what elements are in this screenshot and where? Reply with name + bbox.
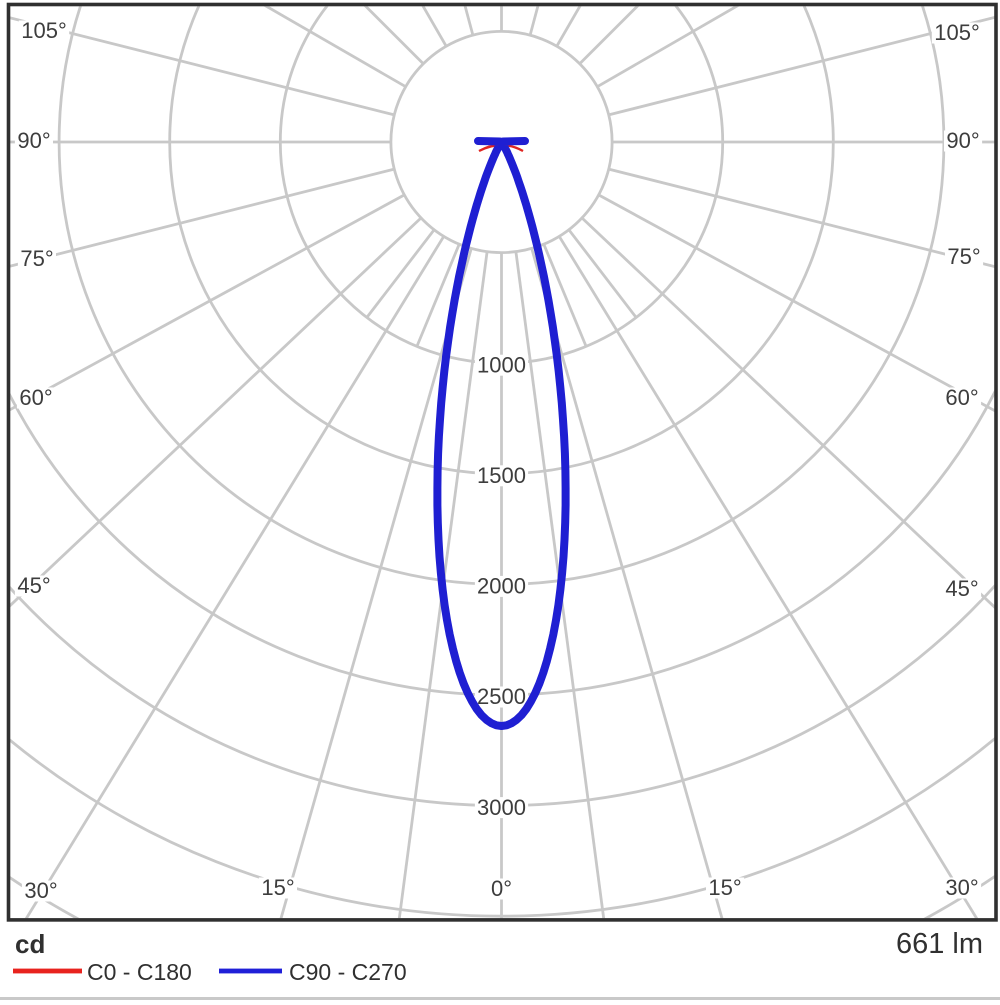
svg-text:C0 - C180: C0 - C180 — [87, 959, 192, 985]
svg-text:cd: cd — [15, 929, 45, 959]
svg-text:0°: 0° — [491, 876, 512, 901]
svg-text:60°: 60° — [19, 385, 52, 410]
svg-text:90°: 90° — [17, 128, 50, 153]
svg-text:105°: 105° — [21, 18, 67, 43]
svg-text:15°: 15° — [708, 875, 741, 900]
svg-text:2500: 2500 — [477, 684, 526, 709]
svg-text:105°: 105° — [934, 20, 980, 45]
svg-text:90°: 90° — [946, 128, 979, 153]
svg-text:75°: 75° — [947, 244, 980, 269]
svg-text:45°: 45° — [945, 576, 978, 601]
svg-text:1000: 1000 — [477, 352, 526, 377]
svg-text:60°: 60° — [945, 385, 978, 410]
svg-text:30°: 30° — [24, 878, 57, 903]
svg-text:45°: 45° — [17, 573, 50, 598]
svg-text:661 lm: 661 lm — [896, 928, 983, 960]
svg-text:1500: 1500 — [477, 463, 526, 488]
svg-text:3000: 3000 — [477, 795, 526, 820]
svg-text:75°: 75° — [20, 246, 53, 271]
svg-text:30°: 30° — [945, 875, 978, 900]
svg-text:2000: 2000 — [477, 574, 526, 599]
svg-text:C90 - C270: C90 - C270 — [289, 959, 407, 985]
svg-text:15°: 15° — [261, 875, 294, 900]
